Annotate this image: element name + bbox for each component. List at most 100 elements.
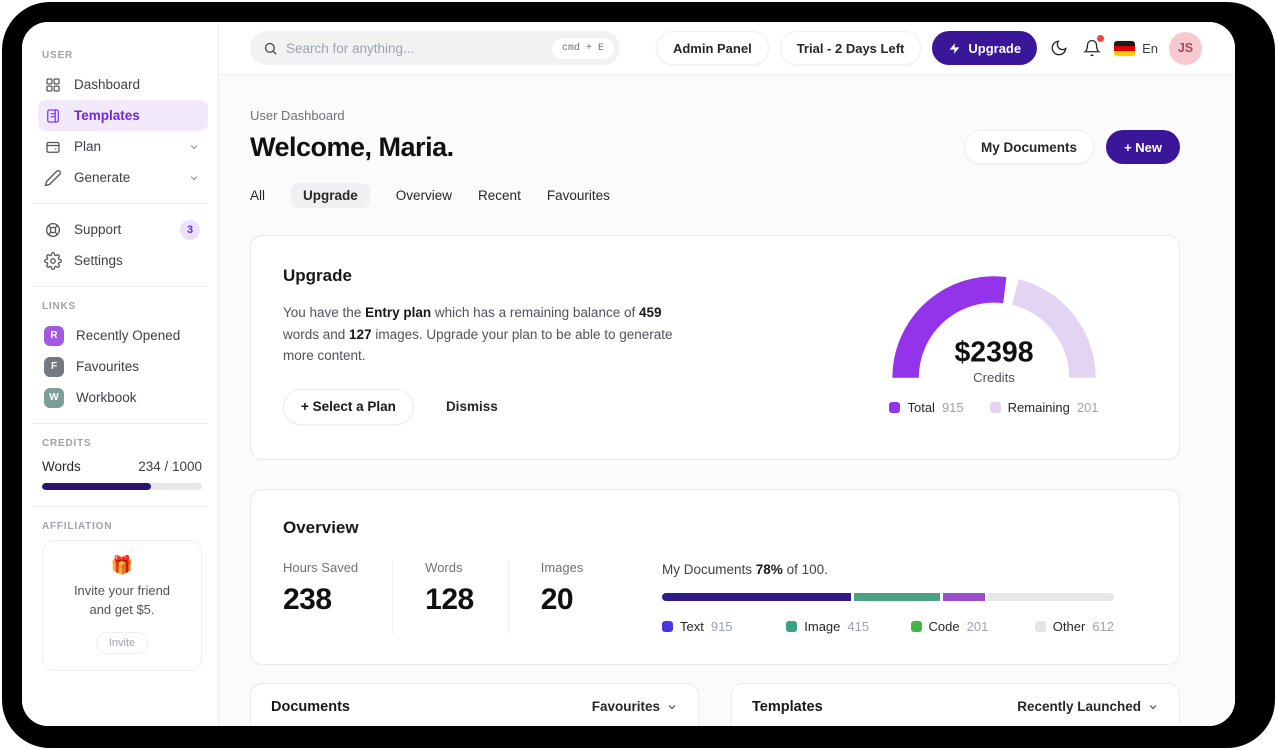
search-icon xyxy=(264,42,277,55)
legend-value: 915 xyxy=(710,618,733,634)
legend-label: Other xyxy=(1052,618,1086,634)
stat-hours-saved: Hours Saved 238 xyxy=(283,560,392,634)
sidebar-item-label: Templates xyxy=(74,108,140,123)
legend-item-text: Text 915 xyxy=(662,619,786,634)
admin-panel-button[interactable]: Admin Panel xyxy=(655,31,769,65)
new-button[interactable]: + New xyxy=(1106,130,1180,164)
gauge-segment-total xyxy=(892,276,1007,379)
tab-recent[interactable]: Recent xyxy=(478,188,521,203)
upgrade-card-title: Upgrade xyxy=(283,266,352,285)
sidebar-item-label: Settings xyxy=(74,253,123,268)
sidebar-item-label: Support xyxy=(74,222,122,237)
credits-name: Words xyxy=(42,459,81,474)
dismiss-button[interactable]: Dismiss xyxy=(445,399,498,415)
documents-card-title: Documents xyxy=(271,698,350,715)
legend-value: 915 xyxy=(941,400,964,415)
sidebar-item-label: Dashboard xyxy=(74,77,141,92)
overview-card-title: Overview xyxy=(283,517,359,537)
bottom-cards-row: Documents Favourites Untitled Document i… xyxy=(250,682,1180,726)
sidebar-link-recently-opened[interactable]: R Recently Opened xyxy=(38,320,208,351)
tab-upgrade[interactable]: Upgrade xyxy=(291,183,370,208)
pen-icon xyxy=(44,169,61,186)
credits-progress-fill xyxy=(42,483,151,490)
documents-filter-dropdown[interactable]: Favourites xyxy=(592,699,678,714)
trial-status-button[interactable]: Trial - 2 Days Left xyxy=(779,31,922,65)
germany-flag-icon xyxy=(1114,40,1136,56)
divider xyxy=(32,286,208,287)
legend-value: 201 xyxy=(1076,400,1099,415)
stat-value: 20 xyxy=(540,582,574,616)
select-plan-button[interactable]: + Select a Plan xyxy=(283,388,414,425)
stacked-progressbar xyxy=(662,592,1114,601)
documents-card: Documents Favourites Untitled Document i… xyxy=(250,682,699,726)
templates-document-icon xyxy=(47,108,59,123)
language-label: En xyxy=(1142,40,1158,56)
progress-caption: My Documents 78% of 100. xyxy=(662,561,828,577)
chevron-down-icon xyxy=(1149,704,1157,709)
language-selector[interactable]: En xyxy=(1114,40,1158,56)
credits-words-row: Words 234 / 1000 xyxy=(38,457,208,474)
documents-filter-label: Favourites xyxy=(591,699,660,715)
credits-progressbar xyxy=(42,483,202,490)
progress-legend: Text 915 Image 415 Cod xyxy=(662,619,1114,634)
search-shortcut-hint: cmd + E xyxy=(551,37,614,59)
legend-label: Total xyxy=(907,400,935,415)
affiliation-card: 🎁 Invite your friend and get $5. Invite xyxy=(42,540,202,671)
legend-swatch xyxy=(889,402,901,413)
legend-item-remaining: Remaining 201 xyxy=(989,400,1099,415)
sidebar-link-label: Workbook xyxy=(76,390,137,405)
notifications-button[interactable] xyxy=(1081,35,1105,59)
breadcrumb: User Dashboard xyxy=(250,108,345,123)
sidebar-item-support[interactable]: Support 3 xyxy=(38,214,208,245)
sidebar-section-links: LINKS xyxy=(42,301,76,312)
sidebar-item-label: Generate xyxy=(74,170,131,185)
sidebar-link-label: Favourites xyxy=(76,359,140,374)
legend-value: 612 xyxy=(1092,618,1115,634)
sidebar: USER Dashboard Templates Plan Generate xyxy=(22,22,219,726)
gauge-caption: Credits xyxy=(973,370,1015,385)
templates-filter-label: Recently Launched xyxy=(1017,699,1141,715)
sidebar-section-affiliation: AFFILIATION xyxy=(42,521,113,532)
sidebar-section-credits: CREDITS xyxy=(42,438,92,449)
dark-mode-toggle[interactable] xyxy=(1048,37,1070,59)
upgrade-button[interactable]: Upgrade xyxy=(932,31,1038,65)
gauge-amount: $2398 xyxy=(954,337,1033,369)
tab-all[interactable]: All xyxy=(250,188,266,203)
legend-label: Code xyxy=(928,618,960,634)
legend-swatch xyxy=(786,620,798,632)
stat-label: Words xyxy=(425,559,463,575)
my-documents-button[interactable]: My Documents xyxy=(964,130,1095,164)
sidebar-section-user: USER xyxy=(42,50,73,61)
divider xyxy=(32,423,208,424)
app-window: USER Dashboard Templates Plan Generate xyxy=(22,22,1235,726)
sidebar-item-settings[interactable]: Settings xyxy=(38,245,208,276)
wallet-icon xyxy=(46,141,60,153)
sidebar-item-templates[interactable]: Templates xyxy=(38,100,208,131)
invite-button[interactable]: Invite xyxy=(95,631,149,654)
dashboard-content: User Dashboard Welcome, Maria. My Docume… xyxy=(219,75,1235,726)
legend-swatch xyxy=(662,620,673,632)
legend-label: Text xyxy=(680,618,704,634)
sidebar-link-workbook[interactable]: W Workbook xyxy=(38,382,208,413)
overview-card: Overview Hours Saved 238 Words 128 xyxy=(250,488,1180,665)
templates-filter-dropdown[interactable]: Recently Launched xyxy=(1017,699,1159,714)
link-initial-badge: R xyxy=(44,325,64,346)
upgrade-card: Upgrade You have the Entry plan which ha… xyxy=(250,235,1180,460)
templates-card: Templates Recently Launched Blog Post Ti… xyxy=(731,682,1180,726)
tab-favourites[interactable]: Favourites xyxy=(546,188,610,203)
sidebar-item-generate[interactable]: Generate xyxy=(38,162,208,193)
search-bar[interactable]: cmd + E xyxy=(250,31,620,65)
legend-swatch xyxy=(1034,620,1046,632)
gift-icon: 🎁 xyxy=(110,555,134,575)
sidebar-item-dashboard[interactable]: Dashboard xyxy=(38,69,208,100)
sidebar-link-favourites[interactable]: F Favourites xyxy=(38,351,208,382)
search-input[interactable] xyxy=(286,40,544,56)
upgrade-button-label: Upgrade xyxy=(968,40,1022,56)
tab-overview[interactable]: Overview xyxy=(395,188,453,203)
sidebar-item-plan[interactable]: Plan xyxy=(38,131,208,162)
credits-gauge: $2398 Credits Total 915 Remaining xyxy=(869,266,1119,425)
page-header: Welcome, Maria. My Documents + New xyxy=(250,130,1180,164)
notification-dot xyxy=(1097,35,1105,42)
user-avatar[interactable]: JS xyxy=(1169,31,1202,65)
